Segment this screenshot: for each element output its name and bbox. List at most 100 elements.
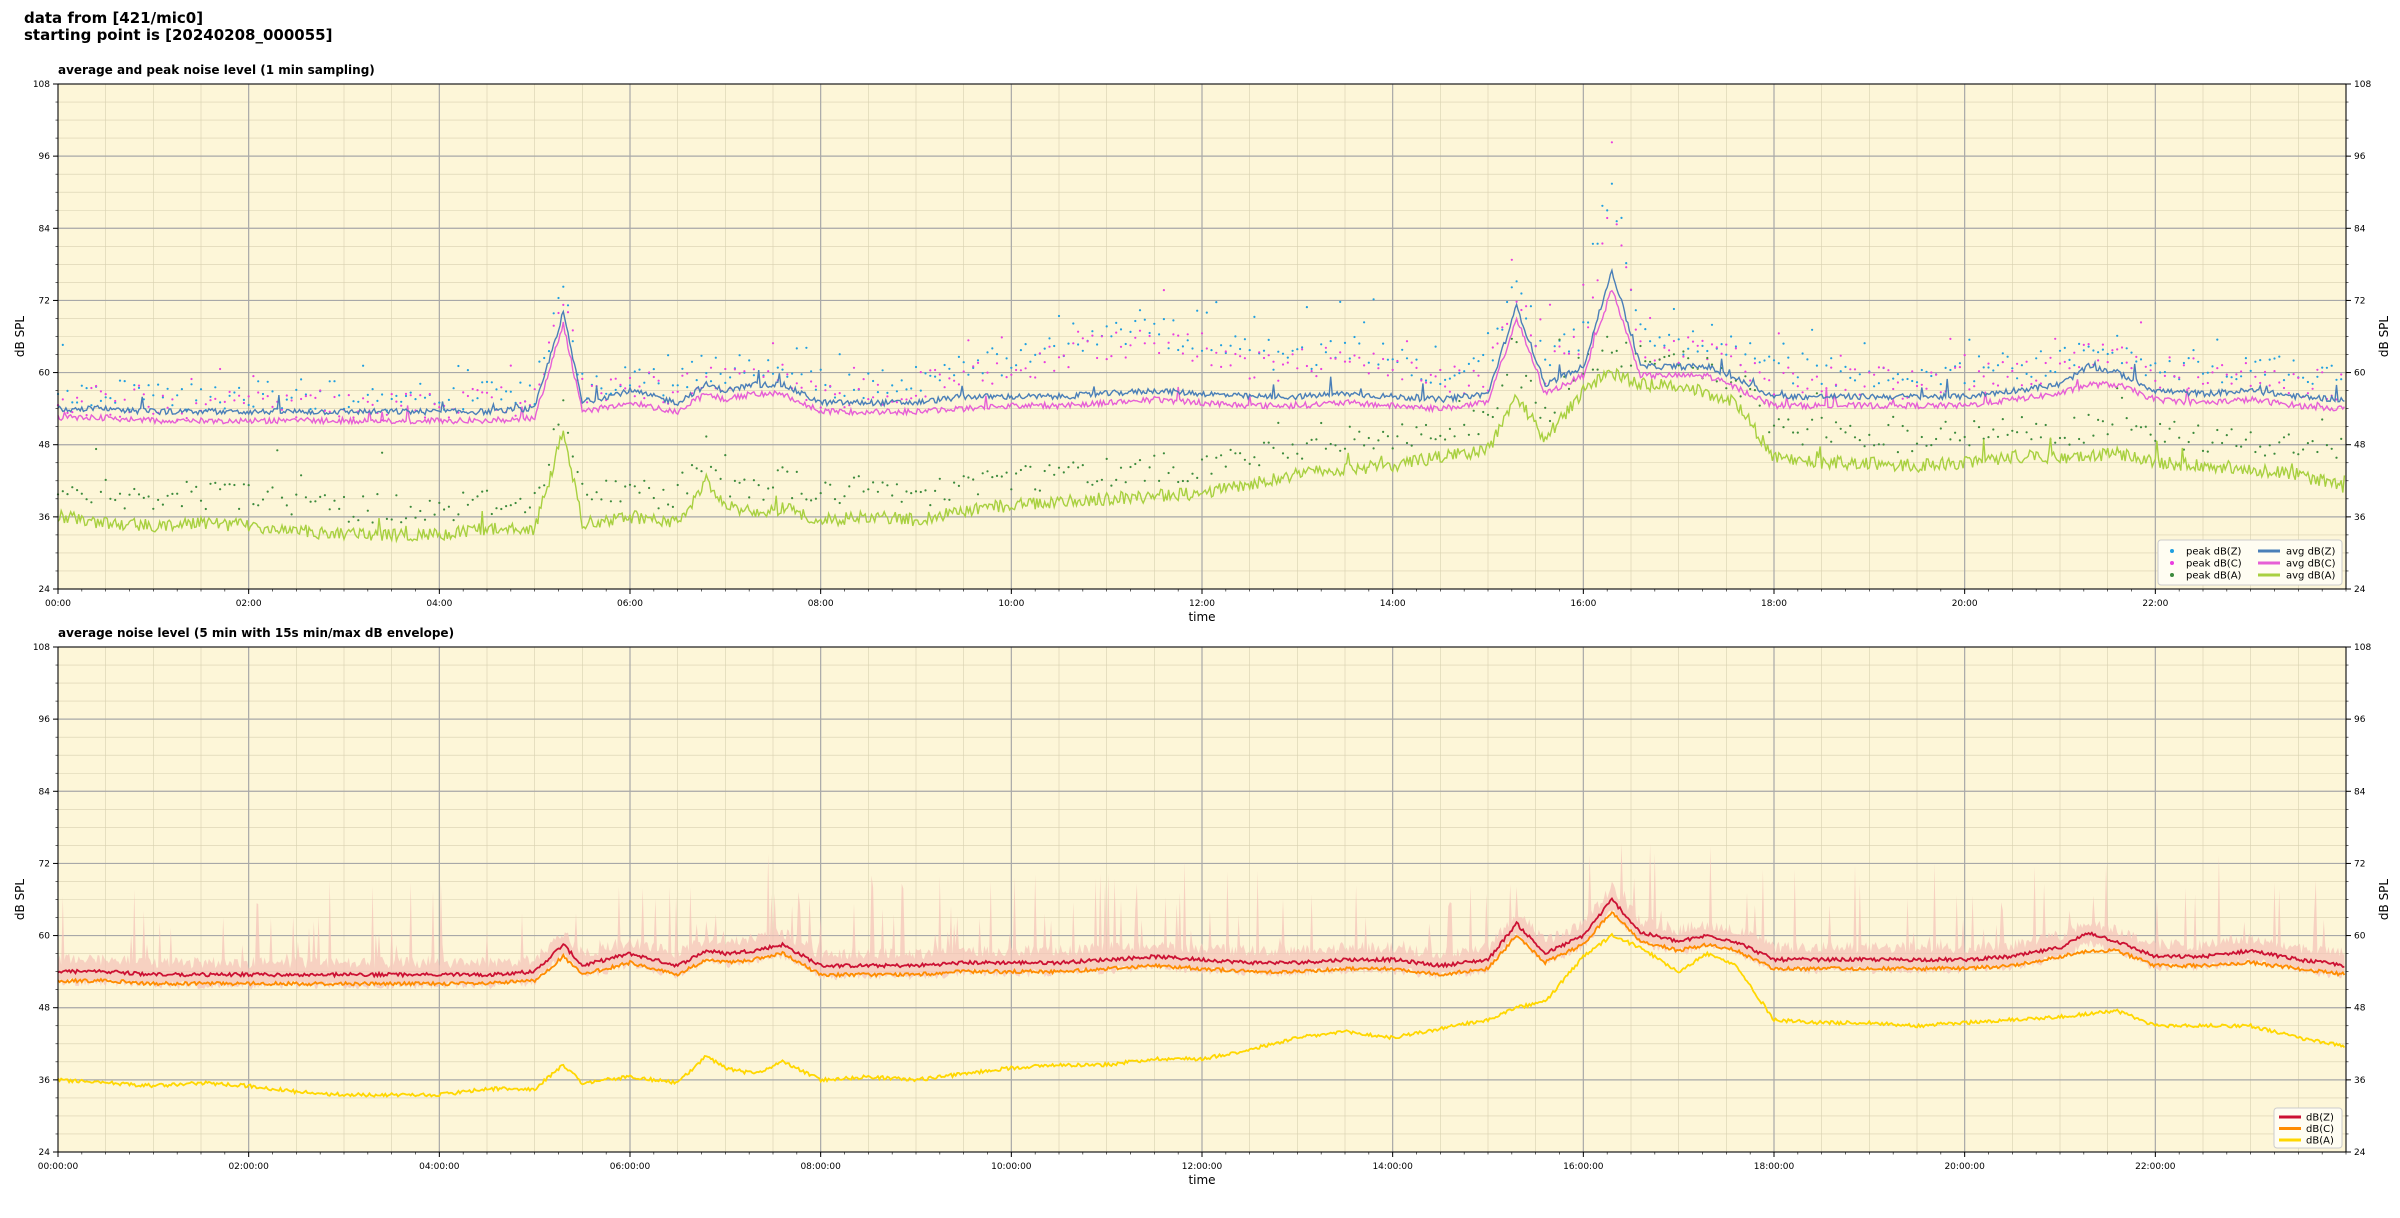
peak-point [1834,383,1838,386]
peak-point [1544,406,1547,409]
peak-point [285,398,288,401]
peak-point [1625,262,1628,265]
peak-point [185,480,188,483]
peak-point [2030,438,2033,441]
peak-point [2054,337,2057,340]
peak-point [1143,479,1146,482]
peak-point [1815,364,1818,367]
peak-point [266,490,269,493]
peak-point [1763,377,1766,380]
peak-point [595,375,598,378]
peak-point [1825,364,1828,367]
peak-point [614,480,617,483]
peak-point [2035,379,2038,382]
peak-point [1486,413,1490,416]
peak-point [2244,357,2247,360]
peak-point [1849,376,1852,379]
peak-point [571,340,574,343]
peak-point [848,373,851,376]
peak-point [1749,342,1752,345]
peak-point [1000,475,1003,478]
peak-point [152,412,155,415]
peak-point [1620,216,1623,219]
peak-point [338,507,341,510]
peak-point [2254,360,2257,363]
peak-point [2111,349,2114,352]
peak-point [1162,289,1165,292]
peak-point [1434,345,1437,348]
peak-point [376,399,379,402]
peak-point [357,400,360,403]
peak-point [295,493,298,496]
peak-point [1181,479,1184,483]
peak-point [1772,424,1776,427]
peak-point [676,384,679,387]
peak-point [652,368,655,371]
peak-point [1229,344,1232,347]
chart-title: average and peak noise level (1 min samp… [58,63,375,77]
peak-point [1296,452,1299,455]
peak-point [624,485,627,488]
peak-point [700,470,703,473]
peak-point [1491,346,1494,349]
peak-point [204,507,207,511]
peak-point [1262,349,1266,352]
peak-point [748,496,751,499]
peak-point [1815,392,1818,395]
peak-point [1181,352,1184,355]
peak-point [690,464,694,467]
peak-point [118,379,122,382]
peak-point [681,374,684,377]
peak-point [2311,382,2314,385]
peak-point [953,379,956,382]
peak-point [261,392,265,396]
peak-point [1553,411,1556,414]
peak-point [500,507,503,511]
peak-point [2244,362,2247,365]
peak-point [1281,452,1285,455]
peak-point [209,395,212,398]
peak-point [614,388,617,391]
peak-point [776,469,779,472]
peak-point [2073,416,2076,419]
peak-point [2316,368,2319,371]
peak-point [505,390,508,393]
peak-point [976,359,980,362]
peak-point [1491,359,1494,362]
peak-point [2111,351,2114,354]
peak-point [1610,351,1613,354]
peak-point [1081,337,1084,340]
legend-label: avg dB(A) [2286,571,2336,582]
peak-point [1920,435,1923,439]
peak-point [2001,352,2004,355]
peak-point [2263,370,2267,373]
peak-point [1896,373,1899,376]
peak-point [1768,431,1771,434]
peak-point [781,363,784,366]
peak-point [1110,335,1113,338]
peak-point [1844,365,1847,368]
peak-point [514,501,517,505]
peak-point [71,401,74,404]
peak-point [1324,351,1327,354]
peak-point [1053,369,1056,372]
peak-point [2078,342,2081,345]
peak-point [104,393,107,396]
peak-point [1553,350,1556,353]
peak-point [238,507,241,510]
peak-point [1844,431,1847,434]
peak-point [1548,419,1552,423]
peak-point [1072,461,1075,464]
peak-point [1296,348,1299,351]
x-tick-label: 00:00:00 [38,1162,79,1172]
y-tick-label-left: 72 [39,859,50,869]
y-tick-label-right: 60 [2354,932,2366,942]
peak-point [1358,430,1361,433]
peak-point [833,393,837,396]
legend-label: dB(A) [2306,1136,2334,1147]
peak-point [2139,358,2143,361]
peak-point [1243,338,1246,341]
peak-point [1062,354,1065,357]
peak-point [2030,375,2033,378]
peak-point [686,372,689,375]
